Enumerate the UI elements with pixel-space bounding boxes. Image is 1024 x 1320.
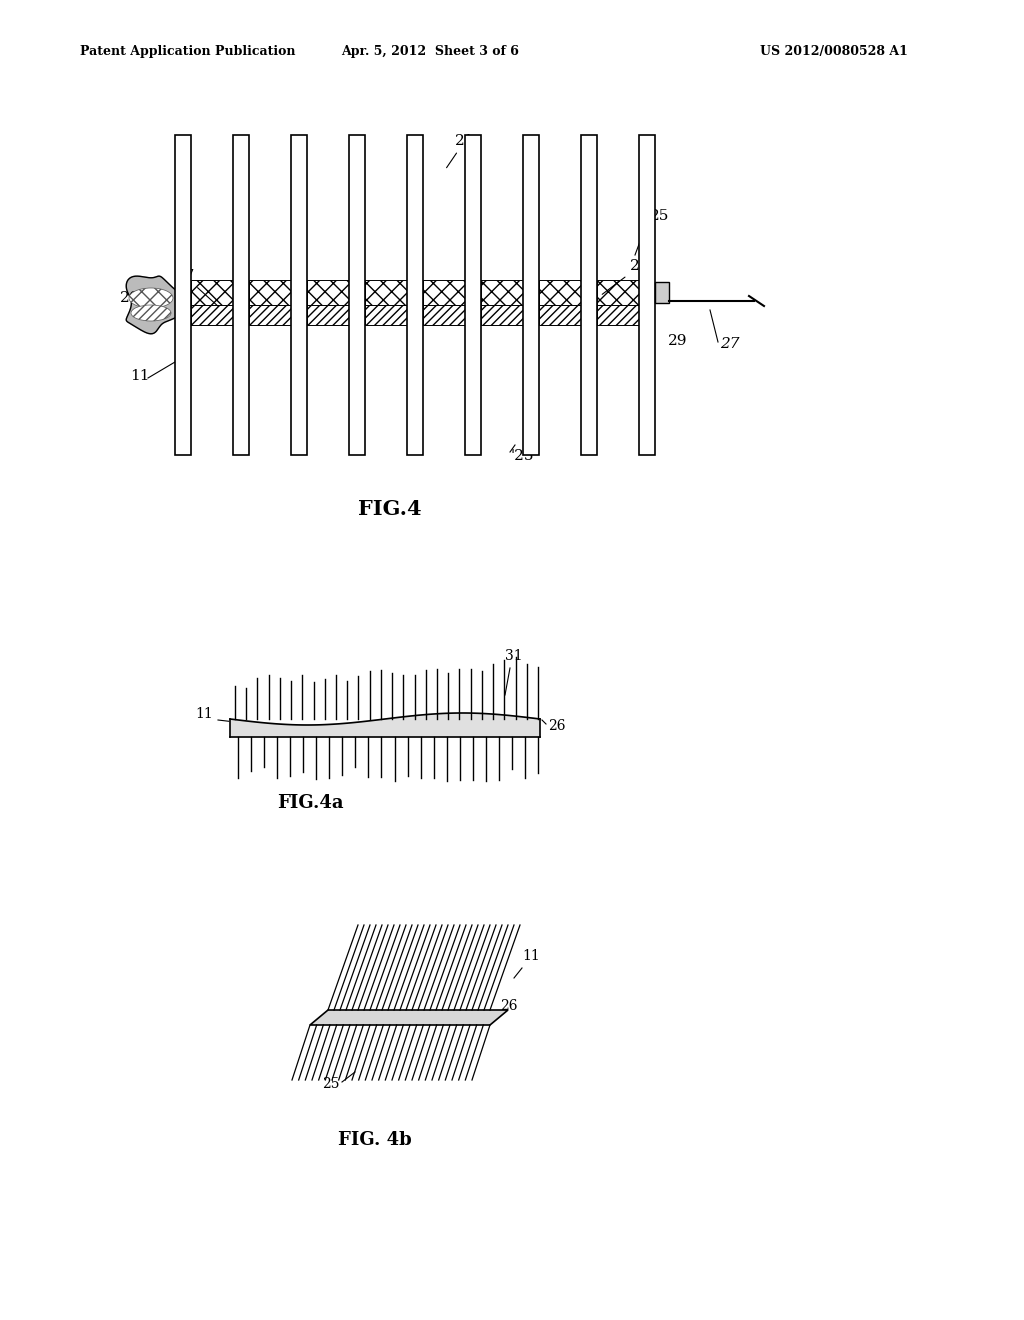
Bar	[539, 280, 581, 305]
Text: 26: 26	[500, 999, 517, 1012]
Text: FIG.4a: FIG.4a	[276, 795, 343, 812]
Text: 31: 31	[505, 649, 522, 663]
Text: Apr. 5, 2012  Sheet 3 of 6: Apr. 5, 2012 Sheet 3 of 6	[341, 45, 519, 58]
Text: 11: 11	[130, 370, 150, 383]
Text: 25: 25	[650, 209, 670, 223]
Text: 25: 25	[322, 1077, 340, 1092]
Polygon shape	[126, 276, 187, 334]
Bar	[423, 280, 465, 305]
Bar	[307, 280, 349, 305]
Bar	[481, 280, 523, 305]
Text: 23: 23	[602, 259, 649, 294]
Bar	[407, 135, 423, 455]
Text: 29: 29	[668, 334, 687, 348]
Bar	[233, 135, 249, 455]
Text: 26: 26	[548, 719, 565, 733]
Bar	[465, 135, 481, 455]
Text: Patent Application Publication: Patent Application Publication	[80, 45, 296, 58]
Ellipse shape	[129, 288, 173, 308]
Bar	[597, 305, 639, 325]
Bar	[597, 280, 639, 305]
Bar	[175, 135, 191, 455]
Text: FIG.4: FIG.4	[358, 499, 422, 519]
Bar	[639, 135, 655, 455]
Bar	[481, 305, 523, 325]
Bar	[191, 280, 233, 305]
Polygon shape	[310, 1010, 508, 1026]
Bar	[249, 305, 291, 325]
Text: 21: 21	[446, 135, 474, 168]
Text: 26: 26	[120, 290, 139, 305]
Bar	[249, 280, 291, 305]
Bar	[307, 305, 349, 325]
Bar	[655, 282, 669, 304]
Text: 27: 27	[720, 337, 739, 351]
Bar	[523, 135, 539, 455]
Bar	[291, 135, 307, 455]
Polygon shape	[230, 713, 540, 737]
Text: 17: 17	[175, 269, 218, 306]
Bar	[365, 305, 407, 325]
Bar	[365, 280, 407, 305]
Bar	[423, 305, 465, 325]
Ellipse shape	[131, 305, 171, 321]
Text: 11: 11	[522, 949, 540, 964]
Bar	[349, 135, 365, 455]
Bar	[581, 135, 597, 455]
Text: FIG. 4b: FIG. 4b	[338, 1131, 412, 1148]
Bar	[539, 305, 581, 325]
Text: US 2012/0080528 A1: US 2012/0080528 A1	[760, 45, 908, 58]
Bar	[191, 305, 233, 325]
Text: 11: 11	[195, 708, 213, 721]
Text: '25: '25	[510, 449, 534, 463]
